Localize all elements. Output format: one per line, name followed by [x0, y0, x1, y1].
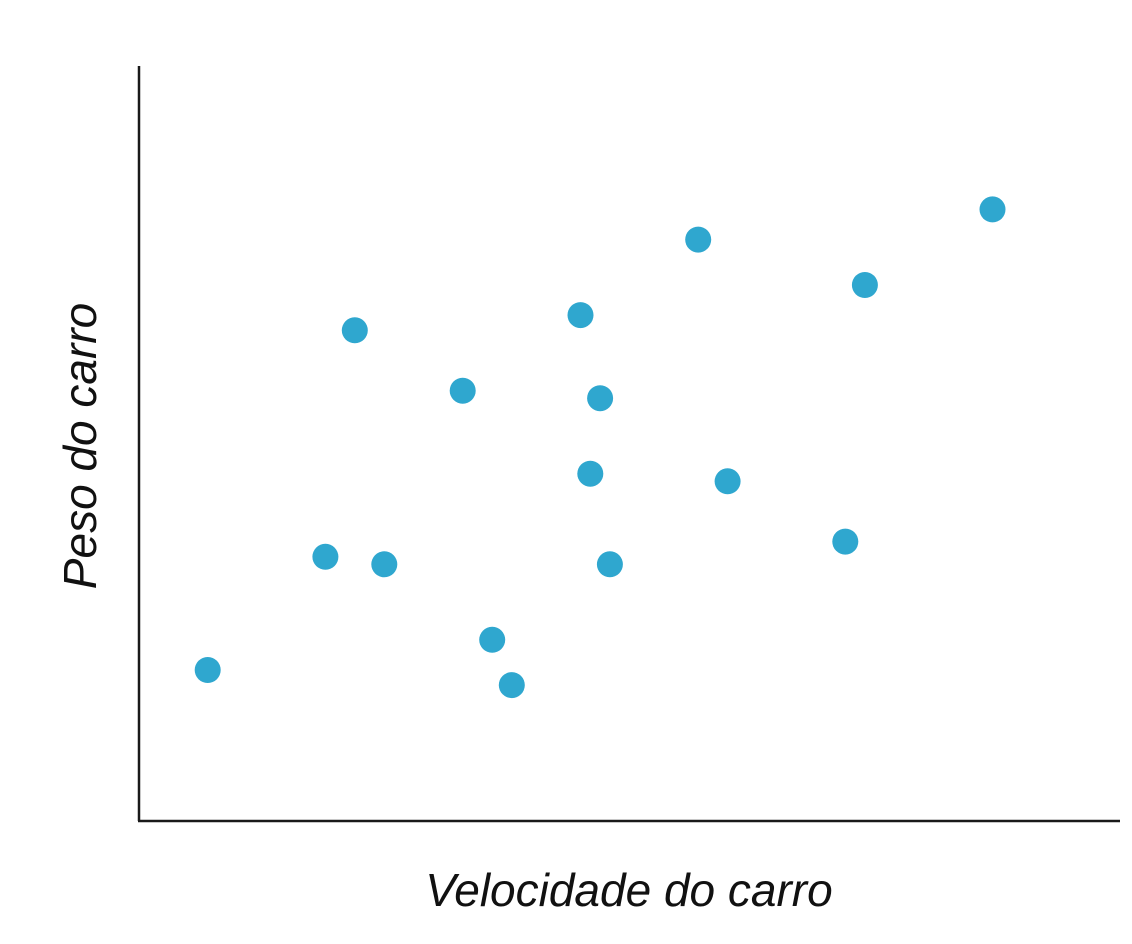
data-point-12: [685, 226, 712, 253]
data-point-13: [714, 468, 741, 495]
data-point-9: [577, 460, 604, 487]
data-point-8: [567, 302, 594, 329]
y-axis-title: Peso do carro: [54, 303, 106, 589]
data-points: [194, 196, 1006, 699]
data-point-14: [832, 528, 859, 555]
x-axis-title: Velocidade do carro: [425, 864, 832, 916]
data-point-4: [371, 551, 398, 578]
data-point-3: [341, 317, 368, 344]
data-point-6: [479, 626, 506, 653]
data-point-11: [596, 551, 623, 578]
data-point-1: [194, 657, 221, 683]
data-point-7: [498, 672, 525, 699]
data-point-15: [851, 272, 878, 298]
data-point-10: [587, 385, 614, 412]
data-point-5: [449, 377, 476, 404]
data-point-16: [979, 196, 1006, 223]
data-point-2: [312, 543, 339, 570]
